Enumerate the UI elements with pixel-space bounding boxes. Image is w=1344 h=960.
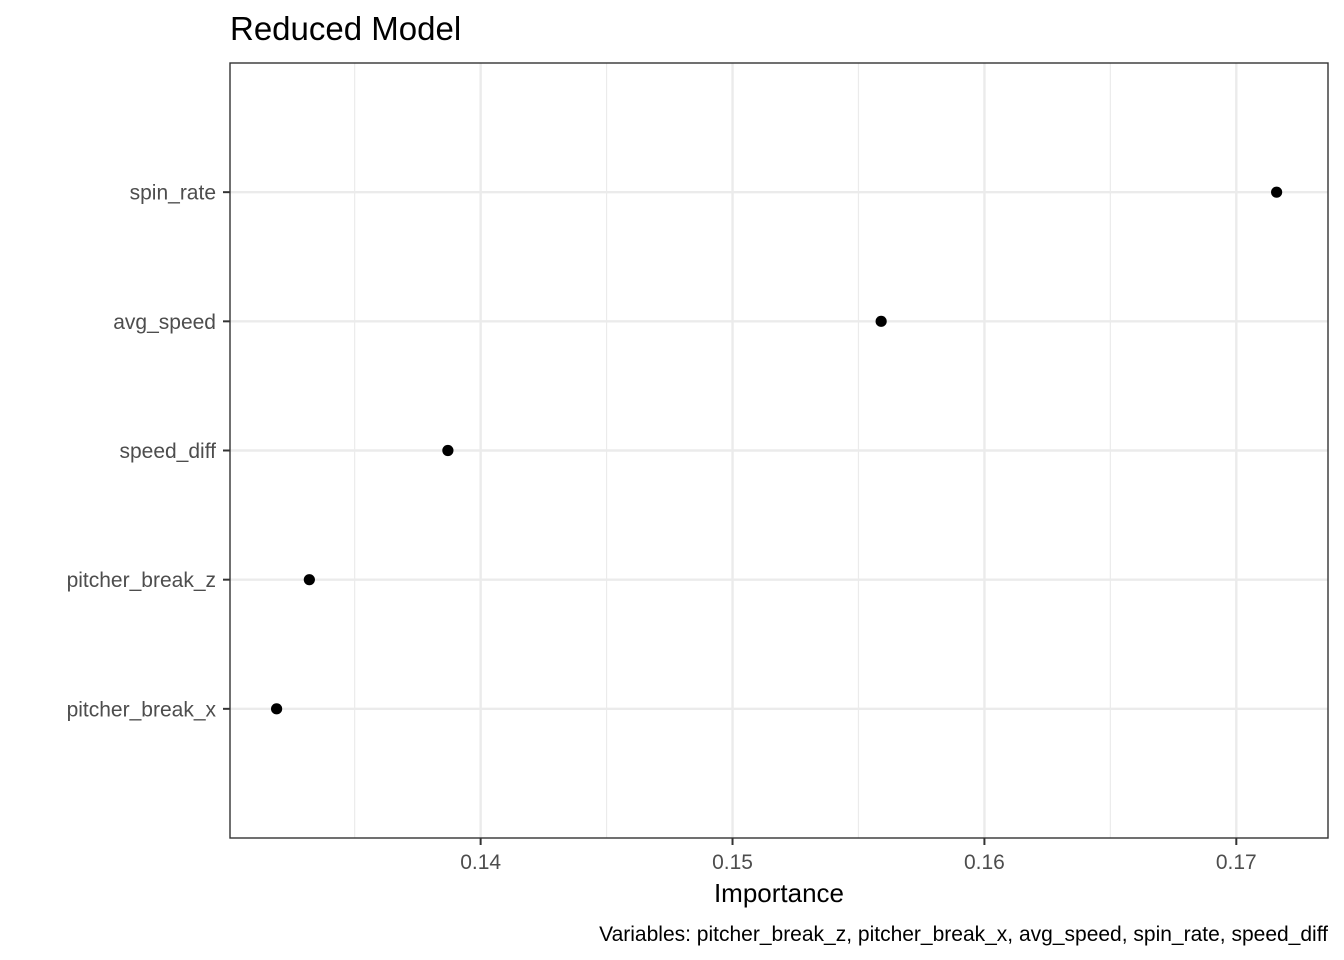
y-axis: pitcher_break_x pitcher_break_z speed_diff… [67,182,230,721]
y-tick-label: spin_rate [130,182,216,205]
y-tick-label: avg_speed [113,311,216,334]
major-gridlines [230,63,1328,838]
data-point-spin-rate [1271,186,1283,198]
x-axis-title: Importance [714,878,844,908]
chart-title: Reduced Model [230,10,461,47]
x-tick-label: 0.15 [712,851,753,874]
x-tick-label: 0.16 [964,851,1005,874]
data-points [271,186,1283,715]
data-point-pitcher-break-z [303,574,315,586]
chart-caption: Variables: pitcher_break_z, pitcher_brea… [599,923,1328,946]
data-point-pitcher-break-x [271,703,283,715]
data-point-speed-diff [442,444,454,457]
y-tick-label: pitcher_break_x [67,698,217,721]
x-tick-label: 0.14 [460,851,501,874]
y-tick-label: pitcher_break_z [67,569,216,592]
y-tick-label: speed_diff [119,440,216,463]
plot-panel [229,62,1329,839]
x-axis: 0.14 0.15 0.16 0.17 [460,838,1257,874]
data-point-avg-speed [875,315,887,327]
x-tick-label: 0.17 [1216,851,1257,874]
